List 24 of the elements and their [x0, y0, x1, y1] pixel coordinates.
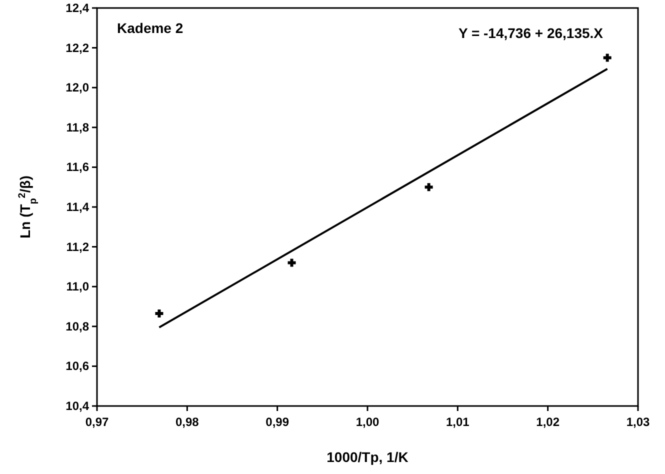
x-tick-label: 1,03 [626, 415, 650, 429]
point [423, 182, 434, 193]
y-tick-label: 11,8 [66, 120, 90, 134]
point [286, 257, 298, 268]
x-tick-label: 1,00 [356, 415, 380, 429]
y-tick-label: 10,6 [66, 359, 90, 374]
x-axis-title: 1000/Tp, 1/K [326, 449, 408, 465]
y-tick-label: 12,4 [66, 1, 90, 15]
annotation: Kademe 2 [117, 20, 184, 36]
y-tick-label: 11,2 [66, 240, 90, 254]
y-tick-label: 12,0 [66, 80, 90, 95]
annotation: Y = -14,736 + 26,135.X [458, 25, 604, 41]
y-tick-label: 11,6 [66, 160, 90, 174]
x-tick-label: 1,01 [446, 415, 470, 429]
x-tick-label: 1,02 [536, 415, 560, 429]
x-tick-label: 0,99 [266, 415, 290, 429]
x-tick-label: 0,98 [175, 415, 200, 429]
y-tick-label: 10,4 [66, 399, 90, 413]
y-tick-label: 10,8 [66, 319, 90, 334]
x-tick-label: 0,97 [85, 415, 109, 429]
point [602, 52, 613, 64]
y-tick-label: 11,4 [66, 200, 90, 214]
y-tick-label: 12,2 [66, 40, 90, 55]
y-tick-label: 11,0 [66, 280, 90, 294]
